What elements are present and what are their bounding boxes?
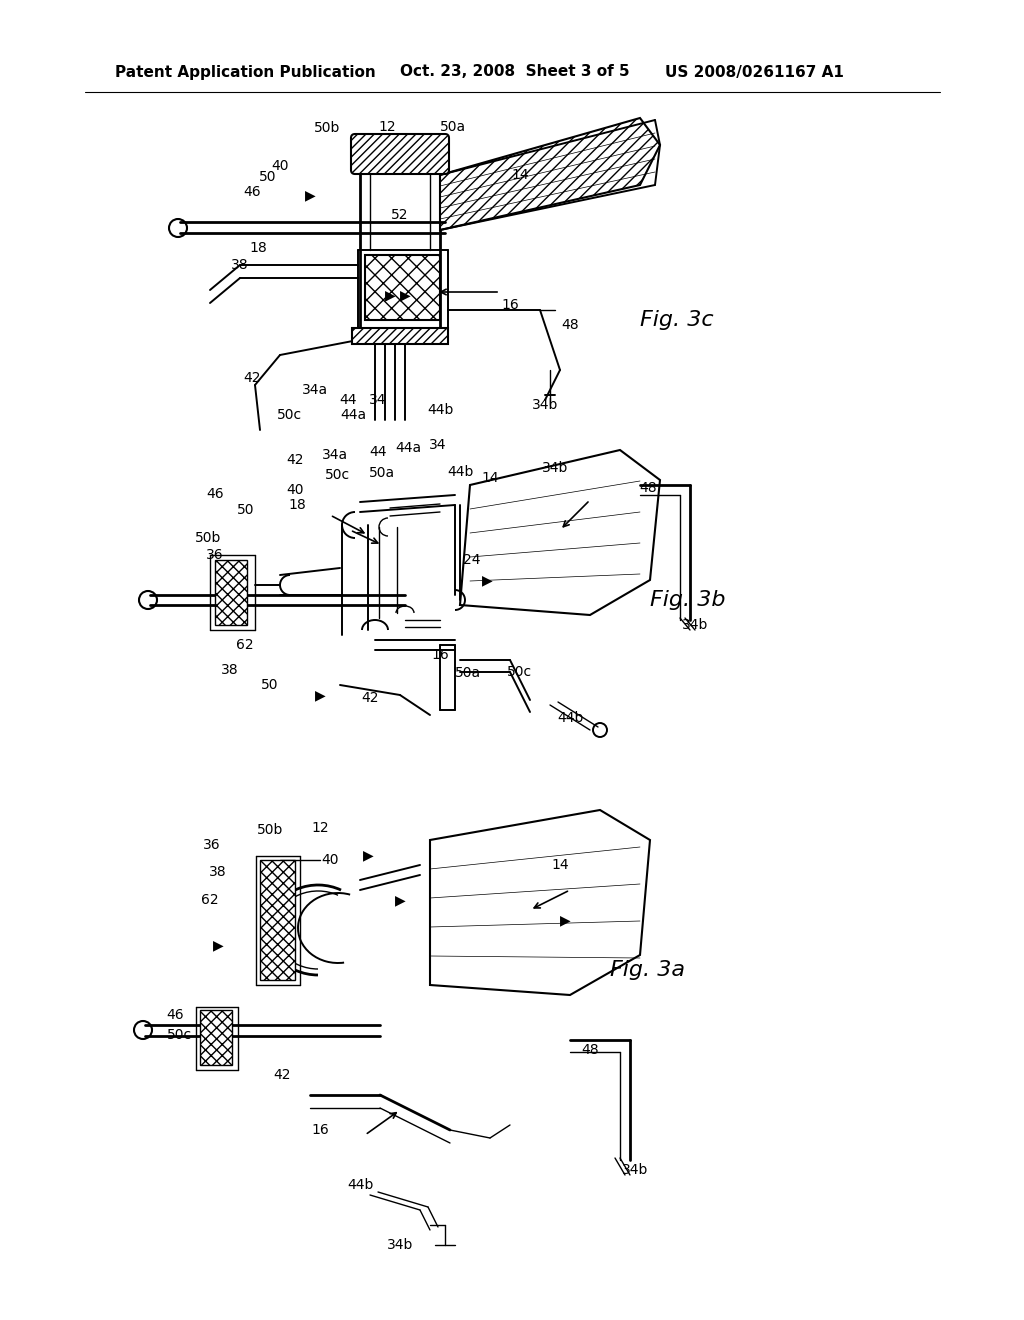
- Text: ▶: ▶: [362, 847, 374, 862]
- Text: 48: 48: [639, 480, 656, 495]
- Text: 44: 44: [339, 393, 356, 407]
- Text: 42: 42: [244, 371, 261, 385]
- Text: 48: 48: [582, 1043, 599, 1057]
- Text: 50: 50: [238, 503, 255, 517]
- Text: 50: 50: [259, 170, 276, 183]
- Text: 50a: 50a: [455, 667, 481, 680]
- Text: 42: 42: [361, 690, 379, 705]
- Text: 50a: 50a: [369, 466, 395, 480]
- Text: 34b: 34b: [682, 618, 709, 632]
- Text: 52: 52: [391, 209, 409, 222]
- Text: 38: 38: [221, 663, 239, 677]
- Polygon shape: [460, 450, 660, 615]
- Text: 44b: 44b: [427, 403, 454, 417]
- Text: 50b: 50b: [313, 121, 340, 135]
- Text: 36: 36: [203, 838, 221, 851]
- Text: Fig. 3b: Fig. 3b: [650, 590, 725, 610]
- Text: ▶: ▶: [394, 894, 406, 907]
- Text: 36: 36: [206, 548, 224, 562]
- Text: 14: 14: [511, 168, 528, 182]
- Text: 48: 48: [561, 318, 579, 333]
- Text: 50b: 50b: [257, 822, 284, 837]
- Text: 38: 38: [231, 257, 249, 272]
- Text: ▶: ▶: [399, 288, 411, 302]
- Text: 34a: 34a: [322, 447, 348, 462]
- Text: 14: 14: [481, 471, 499, 484]
- Text: 40: 40: [287, 483, 304, 498]
- Text: 34b: 34b: [387, 1238, 414, 1251]
- Text: 16: 16: [311, 1123, 329, 1137]
- Text: 24: 24: [463, 553, 480, 568]
- Text: 50: 50: [261, 678, 279, 692]
- Text: 44a: 44a: [340, 408, 366, 422]
- Text: 12: 12: [311, 821, 329, 836]
- Text: US 2008/0261167 A1: US 2008/0261167 A1: [665, 65, 844, 79]
- Text: Patent Application Publication: Patent Application Publication: [115, 65, 376, 79]
- Text: 44a: 44a: [395, 441, 421, 455]
- Text: 34: 34: [429, 438, 446, 451]
- Text: 50c: 50c: [168, 1028, 193, 1041]
- Text: 16: 16: [431, 648, 449, 663]
- Text: 50c: 50c: [508, 665, 532, 678]
- Text: 44: 44: [370, 445, 387, 459]
- Text: 62: 62: [237, 638, 254, 652]
- Text: 38: 38: [209, 865, 226, 879]
- Text: Oct. 23, 2008  Sheet 3 of 5: Oct. 23, 2008 Sheet 3 of 5: [400, 65, 630, 79]
- Text: 50a: 50a: [440, 120, 466, 135]
- Text: 40: 40: [271, 158, 289, 173]
- Text: 16: 16: [501, 298, 519, 312]
- FancyBboxPatch shape: [351, 135, 449, 174]
- Polygon shape: [440, 117, 660, 230]
- Text: 34: 34: [370, 393, 387, 407]
- Text: 50c: 50c: [278, 408, 302, 422]
- Text: 18: 18: [288, 498, 306, 512]
- Text: 34b: 34b: [542, 461, 568, 475]
- Text: 44b: 44b: [446, 465, 473, 479]
- Text: 44b: 44b: [557, 711, 584, 725]
- Text: 50b: 50b: [195, 531, 221, 545]
- Text: 44b: 44b: [347, 1177, 373, 1192]
- Bar: [365, 255, 440, 319]
- Text: Fig. 3a: Fig. 3a: [610, 960, 685, 979]
- Text: 42: 42: [273, 1068, 291, 1082]
- Text: 62: 62: [201, 894, 219, 907]
- Text: ▶: ▶: [385, 288, 395, 302]
- Text: 18: 18: [249, 242, 267, 255]
- Text: ▶: ▶: [305, 187, 315, 202]
- Text: 34a: 34a: [302, 383, 328, 397]
- Text: Fig. 3c: Fig. 3c: [640, 310, 714, 330]
- Polygon shape: [430, 810, 650, 995]
- Text: ▶: ▶: [314, 688, 326, 702]
- Text: ▶: ▶: [560, 913, 570, 927]
- Text: 46: 46: [166, 1008, 184, 1022]
- Text: 46: 46: [243, 185, 261, 199]
- Text: ▶: ▶: [481, 573, 493, 587]
- Text: 40: 40: [322, 853, 339, 867]
- Text: ▶: ▶: [213, 939, 223, 952]
- Bar: [200, 1010, 232, 1065]
- Bar: [352, 327, 449, 345]
- Text: 12: 12: [378, 120, 396, 135]
- Text: 46: 46: [206, 487, 224, 502]
- Text: 50c: 50c: [326, 469, 350, 482]
- Text: 34b: 34b: [622, 1163, 648, 1177]
- Bar: [215, 560, 247, 624]
- Text: 34b: 34b: [531, 399, 558, 412]
- Text: 42: 42: [287, 453, 304, 467]
- Text: 14: 14: [551, 858, 568, 873]
- Bar: [260, 861, 295, 979]
